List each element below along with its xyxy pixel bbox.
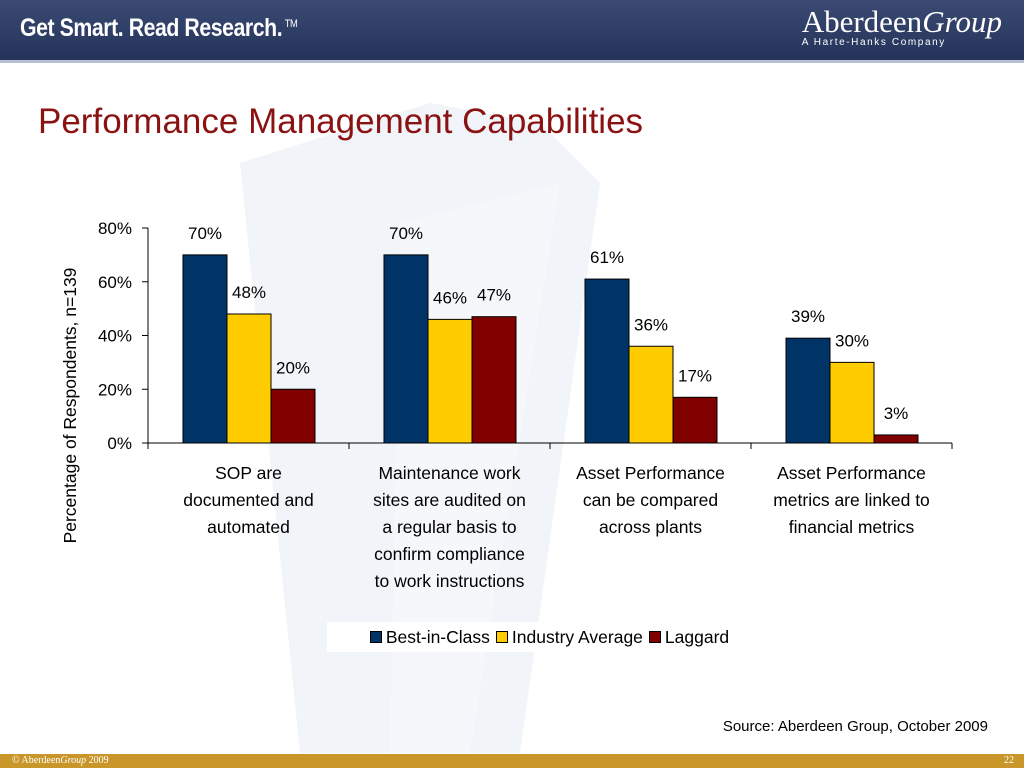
footer-bar: © AberdeenGroup 2009 22 <box>0 754 1024 768</box>
bar-best-in-class <box>785 337 831 444</box>
y-tick-label: 40% <box>98 327 132 346</box>
legend-label: Laggard <box>664 626 730 647</box>
legend-swatch <box>369 631 382 643</box>
bar-laggard <box>270 388 316 444</box>
x-category-label: Maintenance work sites are audited on a re… <box>373 463 526 591</box>
bar-laggard <box>471 316 517 444</box>
bar-industry-average <box>628 345 674 444</box>
slide-title: Performance Management Capabilities <box>38 102 644 141</box>
data-label: 61% <box>590 248 624 267</box>
y-tick-label: 80% <box>98 219 132 238</box>
legend-item: Laggard <box>648 626 730 648</box>
data-label: 17% <box>678 366 712 385</box>
bar-best-in-class <box>584 278 630 444</box>
x-category-label: Asset Performance metrics are linked to fi… <box>773 463 930 537</box>
bar-industry-average <box>427 318 473 444</box>
data-label: 39% <box>791 307 825 326</box>
data-label: 48% <box>232 283 266 302</box>
legend-swatch <box>648 631 661 643</box>
bar-best-in-class <box>383 254 429 444</box>
aberdeen-logo: AberdeenGroup A Harte-Hanks Company <box>801 4 1002 49</box>
header-bar: Get Smart. Read Research. TM AberdeenGrou… <box>0 0 1024 63</box>
data-label: 46% <box>433 288 467 307</box>
data-label: 36% <box>634 315 668 334</box>
data-label: 3% <box>884 404 909 423</box>
legend-item: Industry Average <box>495 626 643 648</box>
bar-industry-average <box>226 313 272 444</box>
y-tick-label: 20% <box>98 380 132 399</box>
y-axis-title: Percentage of Respondents, n=139 <box>60 268 80 544</box>
data-label: 47% <box>477 286 511 305</box>
tagline: Get Smart. Read Research. TM <box>20 14 298 42</box>
bar-laggard <box>672 396 718 444</box>
data-label: 20% <box>276 358 310 377</box>
bar-laggard <box>873 434 919 444</box>
data-label: 30% <box>835 331 869 350</box>
legend-label: Industry Average <box>511 626 643 647</box>
legend-item: Best-in-Class <box>369 626 490 648</box>
y-tick-label: 60% <box>98 273 132 292</box>
legend-label: Best-in-Class <box>385 626 490 647</box>
chart-legend: Best-in-Class Industry Average Laggard <box>327 622 772 652</box>
legend-swatch <box>495 631 508 643</box>
bar-industry-average <box>829 361 875 444</box>
x-category-label: Asset Performance can be compared across p… <box>576 463 725 537</box>
copyright: © AberdeenGroup 2009 <box>12 755 109 766</box>
bar-best-in-class <box>182 254 228 444</box>
x-category-label: SOP are documented and automated <box>183 463 314 537</box>
page-number: 22 <box>1004 755 1014 766</box>
data-label: 70% <box>389 224 423 243</box>
data-label: 70% <box>188 224 222 243</box>
y-tick-label: 0% <box>107 434 132 453</box>
source-note: Source: Aberdeen Group, October 2009 <box>722 718 988 735</box>
